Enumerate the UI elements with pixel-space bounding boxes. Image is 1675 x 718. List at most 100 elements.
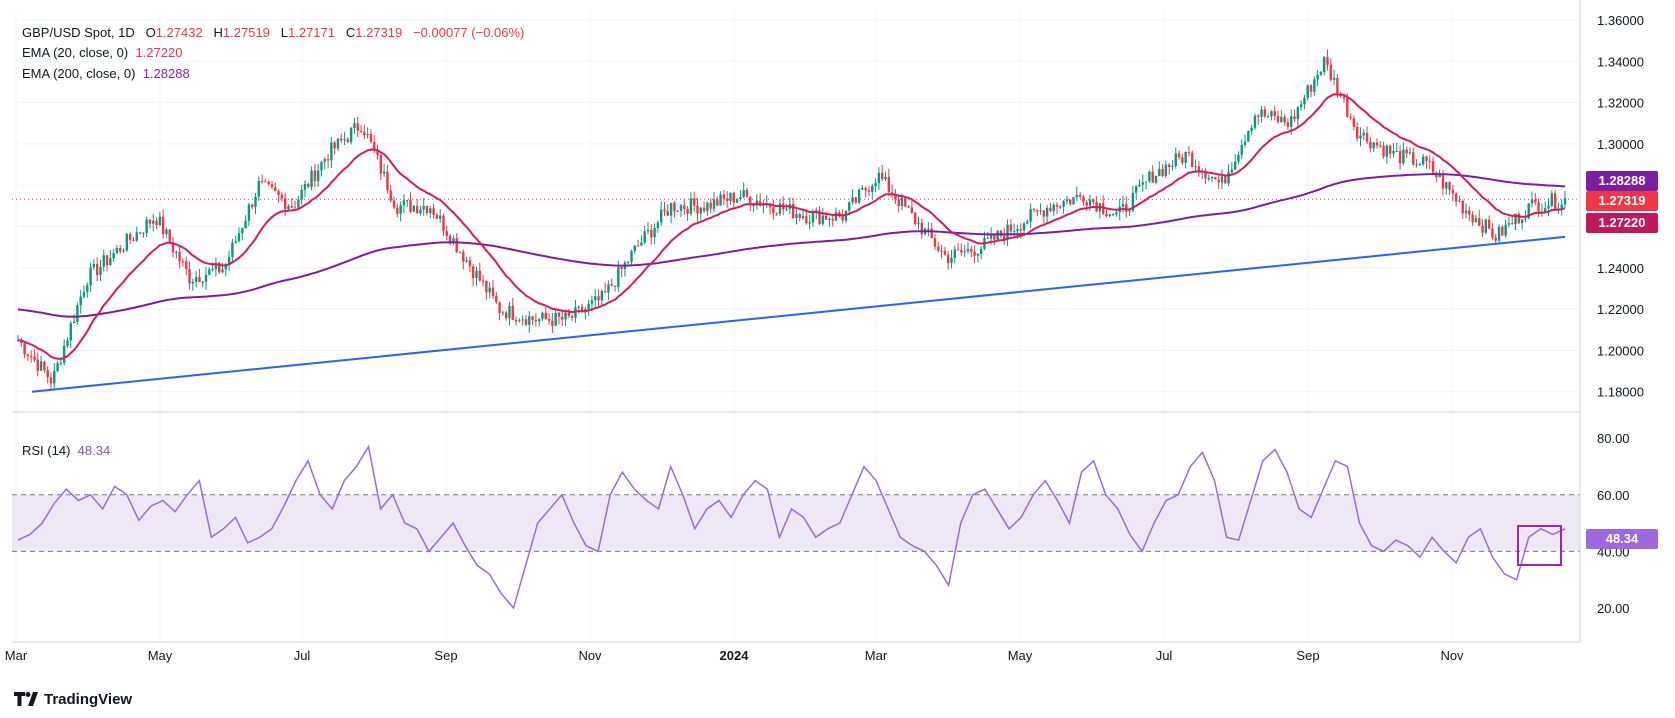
ema200-price-tag: 1.28288 <box>1586 171 1658 191</box>
candle-body <box>504 312 508 319</box>
candle-body <box>478 270 481 281</box>
candle-body <box>1504 224 1507 236</box>
time-tick-label: Jul <box>1156 648 1173 663</box>
candle-body <box>458 251 462 253</box>
candle-body <box>1332 78 1336 80</box>
candle-body <box>1336 78 1339 96</box>
candle-body <box>244 220 247 229</box>
candle-body <box>501 312 505 314</box>
candle-body <box>1349 116 1352 119</box>
candle-body <box>956 249 960 251</box>
candle-body <box>448 235 452 244</box>
candle-body <box>158 216 162 225</box>
candle-body <box>1385 145 1389 157</box>
candle-body <box>363 131 366 136</box>
candle-body <box>1022 223 1026 231</box>
candle-body <box>1115 212 1118 215</box>
candle-body <box>1497 226 1501 241</box>
candle-body <box>290 206 293 208</box>
candle-body <box>1012 231 1016 233</box>
candle-body <box>260 180 264 182</box>
time-tick-label: 2024 <box>720 648 750 663</box>
candle-body <box>603 291 607 293</box>
candle-body <box>742 190 745 198</box>
candle-body <box>1069 199 1072 205</box>
candle-body <box>145 219 148 233</box>
candle-body <box>495 296 498 303</box>
candle-body <box>198 277 201 283</box>
candle-body <box>749 196 752 206</box>
candle-body <box>92 263 96 268</box>
candle-body <box>1164 164 1168 177</box>
candle-body <box>1250 127 1253 132</box>
candle-body <box>1078 194 1082 197</box>
candle-body <box>1369 141 1372 149</box>
candle-body <box>79 296 82 306</box>
high-value: 1.27519 <box>222 25 270 40</box>
rsi-legend[interactable]: RSI (14) 48.34 <box>22 443 110 458</box>
candle-body <box>775 213 778 215</box>
candle-body <box>1266 116 1270 118</box>
candle-body <box>627 261 630 263</box>
candle-body <box>643 231 646 243</box>
candle-body <box>1029 209 1032 222</box>
ema20-label: EMA (20, close, 0) <box>22 45 129 60</box>
candle-body <box>119 248 122 252</box>
tradingview-logo-icon <box>14 692 38 706</box>
ema200-legend[interactable]: EMA (200, close, 0) 1.28288 <box>22 66 190 81</box>
candle-body <box>1405 149 1408 154</box>
indicator-lines <box>12 93 1580 393</box>
candle-body <box>1438 174 1441 178</box>
candle-body <box>1428 161 1431 163</box>
candle-body <box>848 202 851 211</box>
candle-body <box>1478 218 1481 226</box>
candle-body <box>1474 218 1478 223</box>
candle-body <box>105 255 109 265</box>
candle-body <box>676 210 679 212</box>
candle-body <box>508 305 511 319</box>
candle-body <box>175 251 178 253</box>
candles <box>16 49 1567 391</box>
candle-body <box>277 191 280 195</box>
candle-body <box>128 233 132 240</box>
candle-body <box>218 262 221 273</box>
candle-body <box>1511 223 1514 225</box>
candle-body <box>366 133 369 136</box>
time-tick-label: Sep <box>1296 648 1319 663</box>
candle-body <box>630 250 633 262</box>
candle-body <box>910 207 914 213</box>
candle-body <box>1550 193 1554 206</box>
tradingview-logo[interactable]: TradingView <box>14 691 132 708</box>
candle-body <box>1501 226 1504 236</box>
rsi-band <box>12 494 1580 552</box>
candle-body <box>1171 166 1174 168</box>
candle-body <box>541 312 544 319</box>
candle-body <box>155 220 158 225</box>
candle-body <box>656 222 660 228</box>
candle-body <box>709 202 712 209</box>
trendline <box>31 235 1566 393</box>
candle-body <box>1039 210 1042 212</box>
candle-body <box>699 207 702 214</box>
candle-body <box>1517 213 1521 224</box>
candle-body <box>580 306 584 313</box>
ema20-legend[interactable]: EMA (20, close, 0) 1.27220 <box>22 45 182 60</box>
candle-body <box>86 285 89 292</box>
candle-body <box>907 206 910 208</box>
candle-body <box>267 181 270 185</box>
candle-body <box>1418 164 1422 166</box>
candle-body <box>402 200 406 206</box>
candle-body <box>712 199 716 209</box>
candle-body <box>488 287 491 293</box>
candle-body <box>801 216 805 219</box>
candle-body <box>82 291 86 297</box>
candle-body <box>986 237 989 239</box>
candle-body <box>1507 223 1511 225</box>
candle-body <box>303 183 307 190</box>
candle-body <box>323 159 326 162</box>
candle-body <box>39 361 43 371</box>
candle-body <box>1154 175 1158 183</box>
candle-body <box>241 228 244 234</box>
candle-body <box>673 203 676 212</box>
